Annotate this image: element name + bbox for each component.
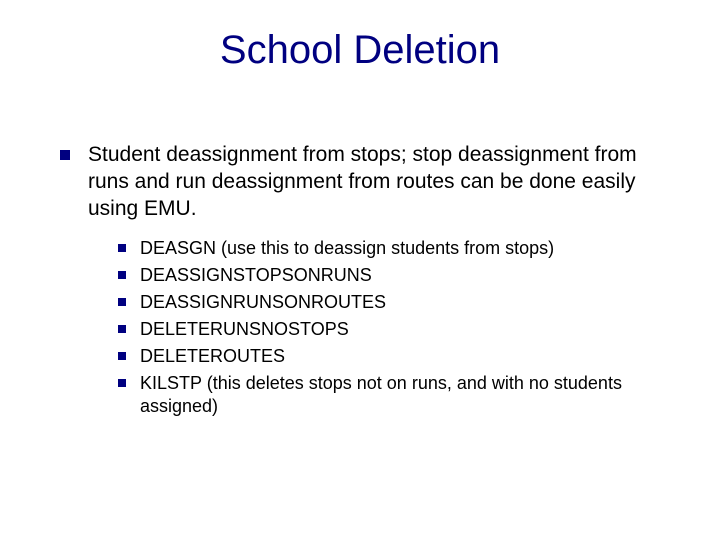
bullet-level1-text: Student deassignment from stops; stop de… bbox=[88, 142, 670, 223]
bullet-level1: Student deassignment from stops; stop de… bbox=[60, 142, 670, 223]
square-bullet-icon bbox=[118, 271, 126, 279]
bullet-level2: KILSTP (this deletes stops not on runs, … bbox=[118, 372, 670, 418]
slide-title: School Deletion bbox=[0, 28, 720, 73]
bullet-level2-text: DEASSIGNRUNSONROUTES bbox=[140, 291, 670, 314]
bullet-level2: DEASSIGNRUNSONROUTES bbox=[118, 291, 670, 314]
slide-body: Student deassignment from stops; stop de… bbox=[60, 142, 670, 422]
sub-bullet-list: DEASGN (use this to deassign students fr… bbox=[118, 237, 670, 418]
bullet-level2-text: DELETERUNSNOSTOPS bbox=[140, 318, 670, 341]
bullet-level2-text: DEASGN (use this to deassign students fr… bbox=[140, 237, 670, 260]
bullet-level2: DEASGN (use this to deassign students fr… bbox=[118, 237, 670, 260]
bullet-level2-text: DELETEROUTES bbox=[140, 345, 670, 368]
square-bullet-icon bbox=[118, 379, 126, 387]
square-bullet-icon bbox=[118, 325, 126, 333]
slide: School Deletion Student deassignment fro… bbox=[0, 0, 720, 540]
square-bullet-icon bbox=[118, 244, 126, 252]
bullet-level2-text: DEASSIGNSTOPSONRUNS bbox=[140, 264, 670, 287]
bullet-level2-text: KILSTP (this deletes stops not on runs, … bbox=[140, 372, 670, 418]
square-bullet-icon bbox=[60, 150, 70, 160]
bullet-level2: DEASSIGNSTOPSONRUNS bbox=[118, 264, 670, 287]
square-bullet-icon bbox=[118, 298, 126, 306]
bullet-level2: DELETERUNSNOSTOPS bbox=[118, 318, 670, 341]
square-bullet-icon bbox=[118, 352, 126, 360]
bullet-level2: DELETEROUTES bbox=[118, 345, 670, 368]
